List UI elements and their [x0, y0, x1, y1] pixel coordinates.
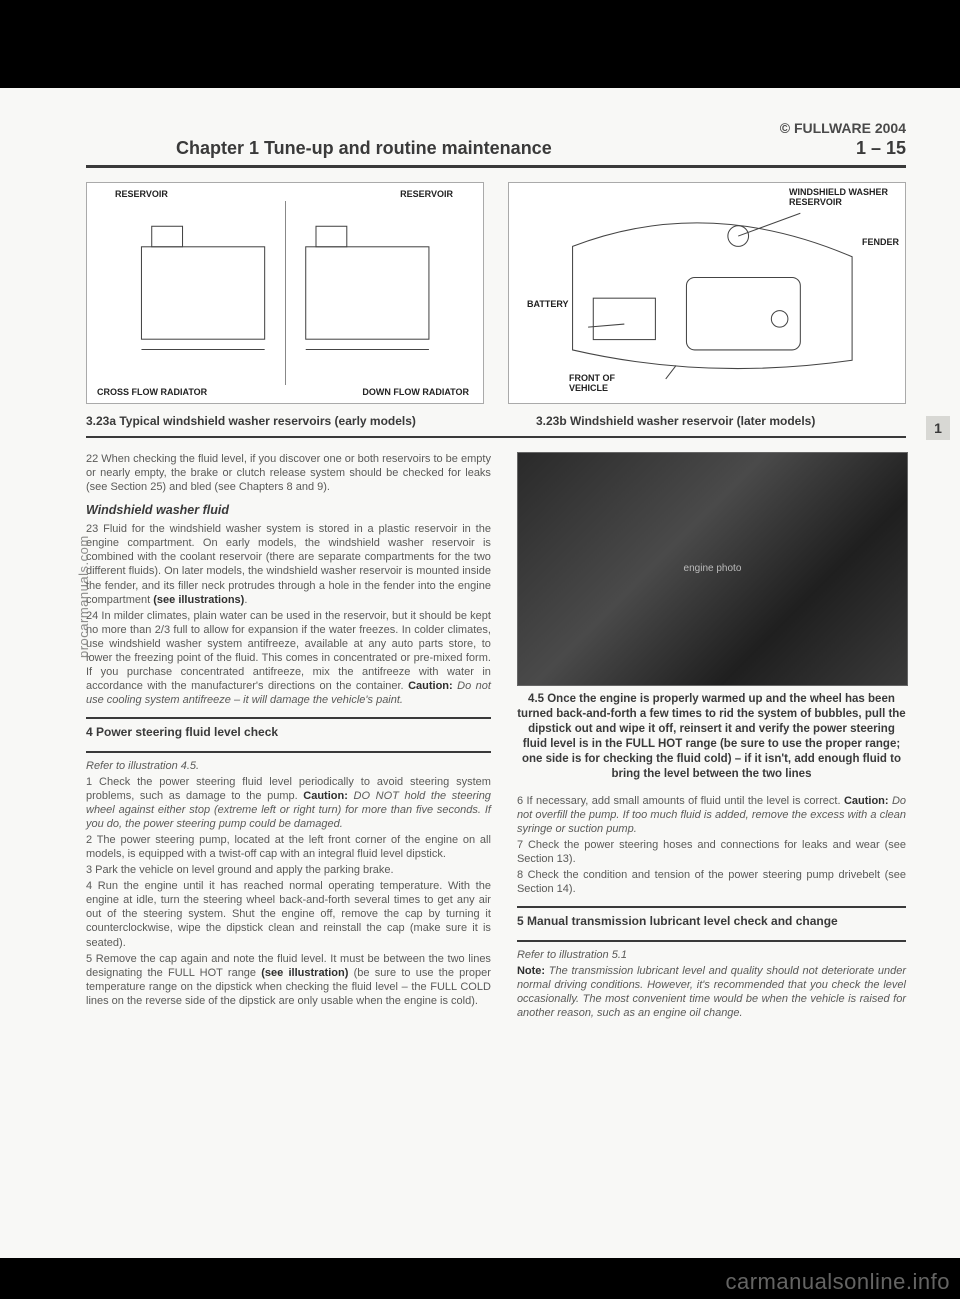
figure-3-23a: RESERVOIR RESERVOIR CROSS FLOW RADIATOR … [86, 182, 484, 428]
para-23: 23 Fluid for the windshield washer syste… [86, 522, 491, 606]
right-column: engine photo 4.5 Once the engine is prop… [517, 452, 906, 1022]
figure-3-23a-diagram: RESERVOIR RESERVOIR CROSS FLOW RADIATOR … [86, 182, 484, 404]
section-5-heading: 5 Manual transmission lubricant level ch… [517, 914, 906, 929]
section-5-rule-top [517, 906, 906, 908]
label-down-flow: DOWN FLOW RADIATOR [362, 387, 469, 397]
para-24: 24 In milder climates, plain water can b… [86, 609, 491, 708]
label-front-of-vehicle: FRONT OF VEHICLE [569, 373, 629, 393]
header-rule [86, 165, 906, 168]
section-5-note-text: The transmission lubricant level and qua… [517, 965, 906, 1019]
step-4-2: 2 The power steering pump, located at th… [86, 833, 491, 861]
step-4-3: 3 Park the vehicle on level ground and a… [86, 863, 491, 877]
fender-sketch-icon [525, 205, 889, 381]
section-4-refer: Refer to illustration 4.5. [86, 759, 491, 773]
body-columns: 22 When checking the fluid level, if you… [86, 452, 906, 1022]
para-22: 22 When checking the fluid level, if you… [86, 452, 491, 494]
label-battery: BATTERY [527, 299, 569, 309]
step-4-1-caution-label: Caution: [303, 790, 348, 802]
photo-4-5: engine photo [517, 452, 908, 686]
figures-row: RESERVOIR RESERVOIR CROSS FLOW RADIATOR … [86, 182, 906, 428]
page-container: © FULLWARE 2004 Chapter 1 Tune-up and ro… [0, 0, 960, 1299]
step-4-1: 1 Check the power steering fluid level p… [86, 775, 491, 831]
step-4-5: 5 Remove the cap again and note the flui… [86, 952, 491, 1008]
left-column: 22 When checking the fluid level, if you… [86, 452, 491, 1022]
label-reservoir-left: RESERVOIR [115, 189, 168, 199]
page-number: 1 – 15 [856, 138, 906, 159]
section-5-note-label: Note: [517, 965, 545, 977]
figure-3-23b-caption: 3.23b Windshield washer reservoir (later… [536, 414, 906, 428]
para-24-caution-label: Caution: [408, 680, 453, 692]
step-4-6-caution-label: Caution: [844, 795, 889, 807]
para-23-ref: (see illustrations) [153, 594, 244, 606]
chapter-title: Chapter 1 Tune-up and routine maintenanc… [176, 138, 552, 159]
figures-rule [86, 436, 906, 438]
section-4-rule-bottom [86, 751, 491, 753]
figure-3-23b: WINDSHIELD WASHER RESERVOIR FENDER BATTE… [508, 182, 906, 428]
footer-watermark: carmanualsonline.info [725, 1269, 950, 1295]
para-23-tail: . [244, 594, 247, 606]
step-4-6-a: 6 If necessary, add small amounts of flu… [517, 795, 844, 807]
chapter-tab-marker: 1 [926, 416, 950, 440]
step-4-8: 8 Check the condition and tension of the… [517, 868, 906, 896]
watermark-vertical: procarmanuals.com [76, 535, 91, 658]
para-23-text: 23 Fluid for the windshield washer syste… [86, 523, 491, 605]
chapter-row: Chapter 1 Tune-up and routine maintenanc… [86, 138, 906, 159]
figure-3-23a-caption: 3.23a Typical windshield washer reservoi… [86, 414, 484, 428]
label-reservoir-right: RESERVOIR [400, 189, 453, 199]
step-4-4: 4 Run the engine until it has reached no… [86, 879, 491, 949]
step-4-7: 7 Check the power steering hoses and con… [517, 838, 906, 866]
engine-photo-icon: engine photo [684, 563, 742, 576]
step-4-5-ref: (see illustration) [261, 967, 348, 979]
scan-page: © FULLWARE 2004 Chapter 1 Tune-up and ro… [0, 88, 960, 1258]
section-4-rule-top [86, 717, 491, 719]
section-5-note: Note: The transmission lubricant level a… [517, 964, 906, 1020]
section-5-rule-bottom [517, 940, 906, 942]
section-windshield-washer-fluid: Windshield washer fluid [86, 502, 491, 518]
figure-3-23b-diagram: WINDSHIELD WASHER RESERVOIR FENDER BATTE… [508, 182, 906, 404]
section-4-heading: 4 Power steering fluid level check [86, 725, 491, 740]
label-washer-reservoir: WINDSHIELD WASHER RESERVOIR [789, 187, 899, 207]
photo-4-5-caption: 4.5 Once the engine is properly warmed u… [517, 692, 906, 782]
copyright: © FULLWARE 2004 [86, 120, 906, 136]
step-4-6: 6 If necessary, add small amounts of flu… [517, 794, 906, 836]
label-fender: FENDER [862, 237, 899, 247]
label-cross-flow: CROSS FLOW RADIATOR [97, 387, 207, 397]
section-5-refer: Refer to illustration 5.1 [517, 948, 906, 962]
